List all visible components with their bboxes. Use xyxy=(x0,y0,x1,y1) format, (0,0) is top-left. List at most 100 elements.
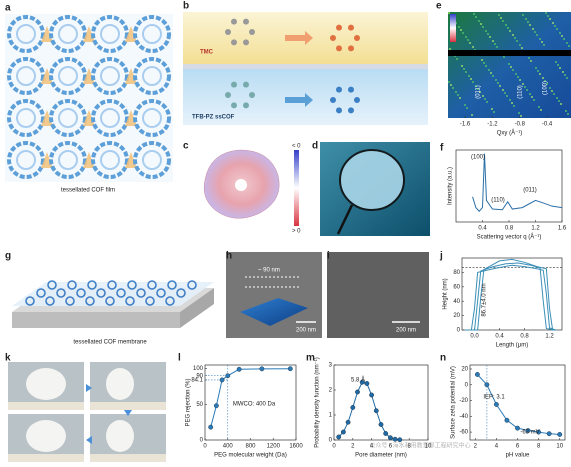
speckle xyxy=(498,14,500,16)
cof-ring xyxy=(49,57,87,95)
cof-ring xyxy=(49,99,87,137)
axes-frame xyxy=(333,364,429,441)
molecule-atom xyxy=(336,45,342,52)
speckle xyxy=(566,42,568,44)
speckle xyxy=(492,75,494,77)
x-tick-label: 8 xyxy=(408,444,412,450)
colorbar-label: > 0 xyxy=(292,229,301,235)
data-point xyxy=(515,425,520,431)
data-point xyxy=(397,437,403,443)
molecule-atom xyxy=(243,81,249,88)
panel-label: m xyxy=(306,353,315,364)
axes-frame xyxy=(461,257,563,331)
speckle xyxy=(538,106,540,108)
speckle xyxy=(475,85,477,87)
cof-layer xyxy=(12,282,214,306)
substrate-side xyxy=(180,288,214,328)
cof-film-3d xyxy=(240,298,308,326)
colorbar-inset xyxy=(450,14,456,42)
speckle xyxy=(518,112,520,114)
speckle xyxy=(519,79,521,81)
x-tick-label: -1.6 xyxy=(460,122,471,128)
molecule-atom xyxy=(354,35,360,41)
speckle xyxy=(552,22,554,24)
cof-ring xyxy=(7,99,45,137)
annotation: (100) xyxy=(543,81,549,95)
cof-ring xyxy=(49,15,87,53)
x-tick-label: 0.0 xyxy=(470,334,479,340)
annotation: (110) xyxy=(518,85,524,99)
speckle xyxy=(567,113,569,115)
caption: tessellated COF film xyxy=(61,188,115,194)
molecule-atom xyxy=(231,81,237,88)
cof-ring xyxy=(65,296,75,306)
speckle xyxy=(473,13,475,15)
arrow xyxy=(86,384,92,392)
x-tick-label: 0 xyxy=(203,444,207,450)
speckle xyxy=(527,21,529,23)
speckle xyxy=(460,29,462,31)
cof-ring-inner xyxy=(58,24,78,44)
molecule-atom xyxy=(249,29,255,35)
panel-label: d xyxy=(312,141,318,152)
speckle xyxy=(558,100,560,102)
series-line xyxy=(472,153,563,212)
speckle xyxy=(564,74,566,76)
cof-ring xyxy=(47,280,57,290)
speckle xyxy=(493,111,495,113)
speckle xyxy=(464,104,466,106)
cof-ring xyxy=(36,288,46,298)
annotation: (011) xyxy=(523,188,537,194)
data-point xyxy=(493,402,499,407)
cof-ring-inner xyxy=(16,66,36,86)
speckle xyxy=(544,80,546,82)
molecule-atom xyxy=(336,24,342,31)
data-point xyxy=(392,436,398,442)
speckle xyxy=(463,68,465,70)
speckle xyxy=(565,110,567,112)
x-tick-label: 4 xyxy=(370,444,374,450)
data-point xyxy=(259,366,265,372)
cof-ring xyxy=(91,99,129,137)
speckle xyxy=(490,72,492,74)
cof-ring xyxy=(67,280,77,290)
x-axis-label: pH value xyxy=(506,453,530,459)
x-tick-label: 6 xyxy=(516,444,520,450)
speckle xyxy=(477,88,479,90)
cof-ring xyxy=(176,288,186,298)
speckle xyxy=(543,44,545,46)
speckle xyxy=(549,87,551,89)
speckle xyxy=(469,42,471,44)
molecule-atom xyxy=(243,102,249,109)
y-tick-label: 100 xyxy=(193,366,204,372)
speckle xyxy=(462,32,464,34)
speckle xyxy=(461,65,463,67)
cof-ring xyxy=(76,288,86,298)
y-axis-label: Intensity (a.u.) xyxy=(448,167,454,205)
annotation: (110) xyxy=(491,198,505,204)
cof-ring-inner xyxy=(16,24,36,44)
annotation: IEP: 3.1 xyxy=(483,395,505,401)
cof-ring xyxy=(85,296,95,306)
speckle xyxy=(539,73,541,75)
cof-ring xyxy=(116,288,126,298)
speckle xyxy=(553,93,555,95)
y-tick-label: -60 xyxy=(459,430,468,436)
membrane xyxy=(106,368,134,400)
molecule-atom xyxy=(354,97,360,103)
cof-ring-inner xyxy=(100,66,120,86)
speckle xyxy=(487,33,489,35)
data-point xyxy=(350,405,356,410)
speckle xyxy=(465,71,467,73)
speckle xyxy=(560,103,562,105)
ruler xyxy=(8,454,84,462)
speckle xyxy=(472,81,474,83)
cof-ring-inner xyxy=(16,150,36,170)
speckle xyxy=(568,45,570,47)
speckle xyxy=(530,60,532,62)
data-point xyxy=(213,403,219,409)
y-tick-label: 60 xyxy=(453,284,460,290)
y-axis-label: Probability density function (nm⁻¹) xyxy=(315,357,321,448)
speckle xyxy=(489,36,491,38)
